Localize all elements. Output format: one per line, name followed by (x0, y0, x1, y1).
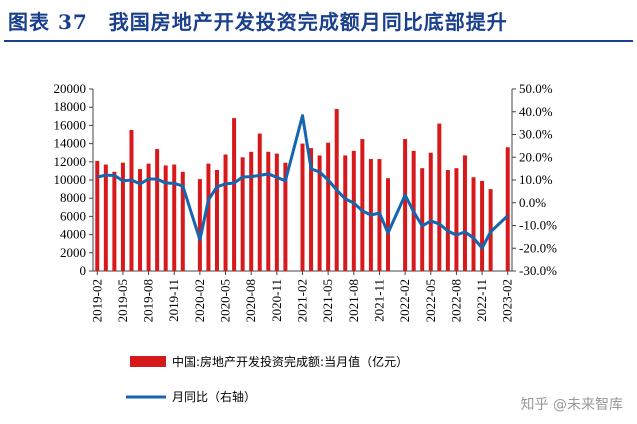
bar (206, 163, 211, 271)
legend-bar-label: 中国:房地产开发投资完成额:当月值（亿元） (172, 354, 408, 369)
bar (155, 149, 160, 271)
bar (403, 139, 408, 271)
bar (180, 171, 185, 271)
bar (386, 178, 391, 271)
bar (505, 147, 510, 271)
bar (300, 143, 305, 271)
x-tick-label: 2019-02 (89, 279, 104, 322)
left-tick-label: 8000 (60, 190, 86, 205)
bar (146, 163, 151, 271)
bar (351, 150, 356, 271)
bar (428, 152, 433, 271)
bar (343, 155, 348, 271)
bar (471, 177, 476, 271)
bar (197, 179, 202, 271)
chart-title: 图表 37 我国房地产开发投资完成额月同比底部提升 (8, 10, 508, 34)
legend-bar-swatch (130, 356, 166, 367)
x-tick-label: 2020-05 (218, 279, 233, 322)
bar (112, 171, 117, 271)
x-tick-label: 2019-11 (166, 279, 181, 322)
bar (138, 169, 143, 271)
x-tick-label: 2021-05 (320, 279, 335, 322)
bar (163, 165, 168, 271)
left-tick-label: 2000 (60, 245, 86, 260)
right-tick-label: 0.0% (519, 195, 546, 210)
watermark: 知乎 @未来智库 (520, 397, 623, 413)
right-tick-label: -20.0% (519, 240, 557, 255)
left-tick-label: 4000 (60, 227, 86, 242)
left-tick-label: 6000 (60, 208, 86, 223)
bar (454, 168, 459, 271)
x-tick-label: 2023-02 (500, 279, 515, 322)
bar (120, 162, 125, 271)
bar (326, 142, 331, 271)
x-tick-label: 2020-08 (243, 279, 258, 322)
bar (274, 153, 279, 271)
x-tick-label: 2022-05 (423, 279, 438, 322)
bar (103, 164, 108, 271)
bar (420, 168, 425, 271)
x-tick-label: 2020-02 (192, 279, 207, 322)
left-tick-label: 18000 (54, 99, 87, 114)
x-tick-label: 2021-08 (346, 279, 361, 322)
x-tick-label: 2021-11 (371, 279, 386, 322)
bar (95, 160, 100, 271)
x-tick-label: 2022-11 (474, 279, 489, 322)
bar (266, 151, 271, 271)
bar (360, 139, 365, 271)
bar (223, 154, 228, 271)
bar (257, 133, 262, 271)
bar (172, 164, 177, 271)
left-tick-label: 10000 (54, 172, 87, 187)
left-tick-label: 0 (80, 263, 87, 278)
bar (129, 129, 134, 271)
right-tick-label: -10.0% (519, 218, 557, 233)
bar (249, 151, 254, 271)
bar (317, 155, 322, 271)
right-tick-label: -30.0% (519, 263, 557, 278)
bar (240, 157, 245, 271)
bar (480, 180, 485, 271)
x-tick-label: 2019-08 (141, 279, 156, 322)
bar (437, 123, 442, 271)
right-tick-label: 10.0% (519, 172, 553, 187)
bar (462, 155, 467, 271)
left-tick-label: 16000 (54, 117, 87, 132)
bar (214, 169, 219, 271)
legend-line-label: 月同比（右轴） (172, 389, 256, 404)
right-tick-label: 20.0% (519, 149, 553, 164)
bar (309, 148, 314, 271)
title-rule (4, 40, 633, 42)
left-tick-label: 12000 (54, 154, 87, 169)
bar (283, 162, 288, 271)
right-tick-label: 50.0% (519, 81, 553, 96)
right-tick-label: 40.0% (519, 104, 553, 119)
x-tick-label: 2019-05 (115, 279, 130, 322)
x-tick-label: 2021-02 (295, 279, 310, 322)
right-tick-label: 30.0% (519, 127, 553, 142)
left-tick-label: 20000 (54, 81, 87, 96)
left-tick-label: 14000 (54, 136, 87, 151)
x-tick-label: 2022-08 (448, 279, 463, 322)
bar (445, 169, 450, 271)
bar (232, 118, 237, 272)
x-tick-label: 2020-11 (269, 279, 284, 322)
x-tick-label: 2022-02 (397, 279, 412, 322)
